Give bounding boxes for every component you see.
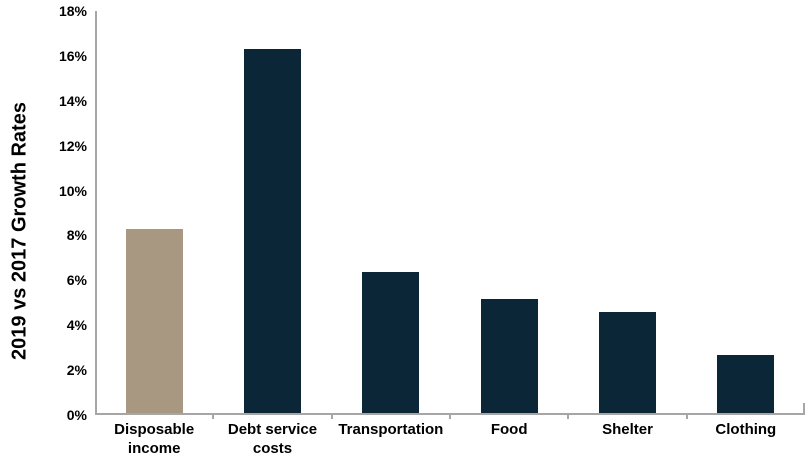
x-axis-labels: Disposable income Debt service costs Trans… [95,421,805,461]
y-tick-label: 14% [58,92,87,109]
x-axis-tick [685,413,688,419]
bar-shelter [599,312,656,413]
y-tick-label: 18% [58,3,87,19]
x-axis-tick [449,413,451,419]
x-category-label: Debt service costs [227,421,318,457]
x-category-label: Shelter [602,421,653,438]
x-axis-tick [567,413,570,419]
x-category-label: Transportation [338,421,444,438]
x-axis-tick [212,413,215,419]
y-tick-label: 6% [66,272,87,289]
bar-transportation [362,271,420,413]
y-tick-label: 4% [66,317,87,334]
bar-disposable-income [125,228,183,413]
y-tick-label: 8% [66,227,87,244]
x-axis-tick [330,413,333,419]
y-axis-labels: 0% 2% 4% 6% 8% 10% 12% 14% 16% 18% [0,3,87,423]
y-tick-label: 12% [58,137,87,154]
plot-area [95,11,805,419]
y-tick-label: 0% [66,407,87,423]
bar-debt-service-costs [244,49,301,413]
x-category-label: Clothing [715,421,777,438]
y-tick-label: 10% [58,182,87,199]
x-axis-end-tick [803,403,805,413]
x-category-label: Disposable income [114,421,195,457]
bar-clothing [717,354,775,413]
y-tick-label: 16% [58,47,87,64]
x-category-label: Food [490,421,528,438]
y-tick-label: 2% [66,362,87,379]
bar-food [480,298,538,413]
